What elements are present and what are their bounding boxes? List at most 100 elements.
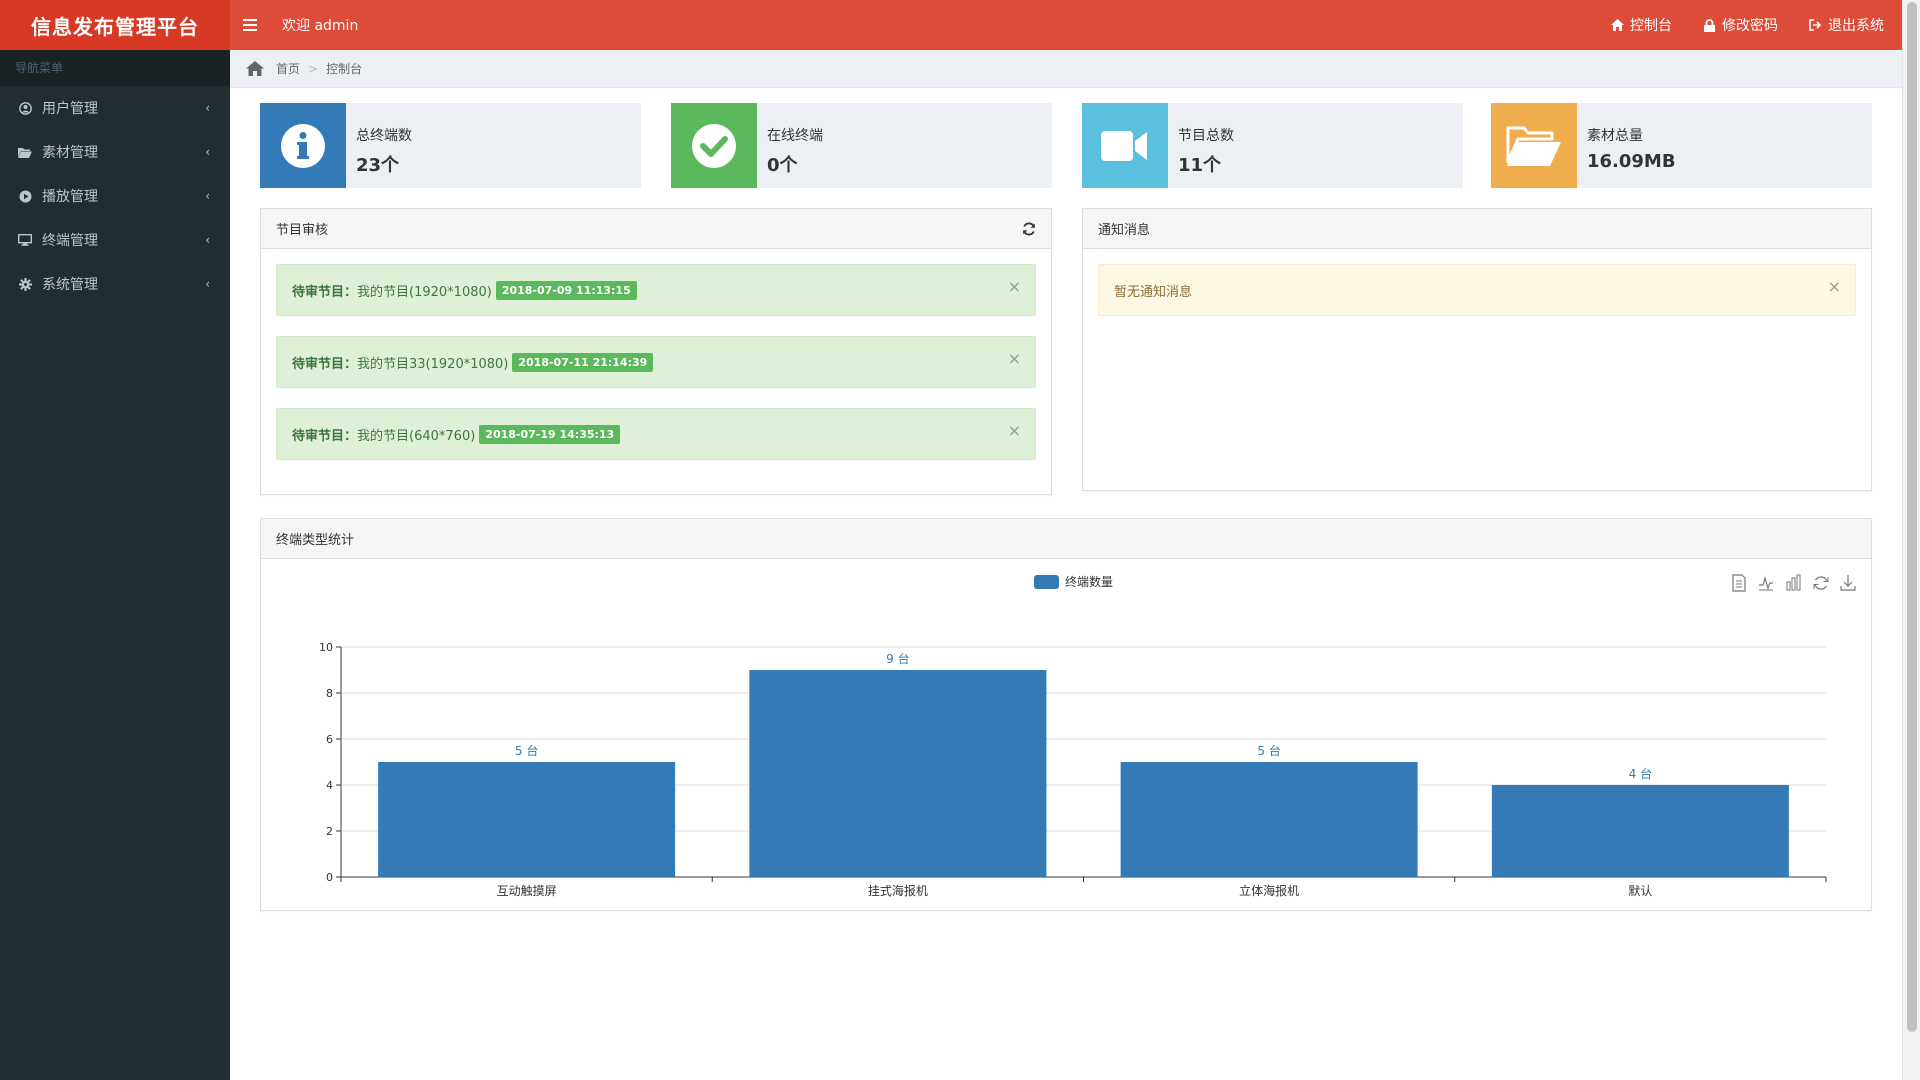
bar: [1120, 762, 1418, 877]
chevron-left-icon: ‹: [205, 277, 210, 291]
x-tick-label: 立体海报机: [1239, 883, 1299, 898]
check-circle-icon: [692, 123, 736, 168]
panel-title: 节目审核: [276, 223, 329, 238]
x-tick-label: 挂式海报机: [868, 883, 928, 898]
sidebar-item-terminal-management[interactable]: 终端管理 ‹: [0, 218, 230, 262]
breadcrumb-home-link[interactable]: 首页: [276, 62, 301, 76]
chevron-left-icon: ‹: [205, 233, 210, 247]
sidebar-toggle-button[interactable]: [230, 0, 270, 50]
hamburger-icon: [243, 19, 257, 31]
notice-empty-text: 暂无通知消息: [1114, 284, 1193, 300]
review-alert: 待审节目： 我的节目(1920*1080) 2018-07-09 11:13:1…: [276, 264, 1036, 316]
stat-icon-bg: [1082, 103, 1168, 188]
sidebar-item-user-management[interactable]: 用户管理 ‹: [0, 86, 230, 130]
sidebar: 导航菜单 用户管理 ‹ 素材管理 ‹ 播放管理 ‹ 终端管理 ‹ 系统管理 ‹: [0, 50, 230, 1080]
panel-heading: 通知消息: [1083, 209, 1871, 249]
breadcrumb: 首页 > 控制台: [230, 50, 1902, 88]
bar: [749, 670, 1047, 877]
stat-label: 在线终端: [767, 128, 823, 144]
stat-icon-bg: [671, 103, 757, 188]
notice-empty-alert: 暂无通知消息 ×: [1098, 264, 1856, 316]
bar-data-label: 4 台: [1629, 766, 1652, 781]
breadcrumb-current: 控制台: [326, 62, 363, 76]
home-icon[interactable]: [246, 60, 264, 77]
bar: [1491, 785, 1789, 877]
video-camera-icon: [1101, 130, 1147, 161]
content-body: 总终端数 23个 在线终端 0个 节目总数 11个: [230, 88, 1902, 1080]
breadcrumb-separator: >: [308, 61, 319, 76]
scrollbar-thumb[interactable]: [1907, 2, 1917, 1032]
program-review-panel: 节目审核 待审节目： 我的节目(1920*1080) 2018-07-09 11…: [260, 208, 1052, 495]
restore-icon[interactable]: [1813, 576, 1829, 590]
close-icon[interactable]: ×: [1007, 349, 1021, 368]
folder-open-icon: [1506, 126, 1561, 166]
nav-dashboard-link[interactable]: 控制台: [1610, 15, 1672, 35]
close-icon[interactable]: ×: [1007, 421, 1021, 440]
main-content: 首页 > 控制台 总终端数 23个 在线终端 0个: [230, 50, 1902, 1080]
bar: [378, 762, 676, 877]
review-program-name[interactable]: 我的节目(1920*1080): [357, 284, 492, 300]
review-alert: 待审节目： 我的节目(640*760) 2018-07-19 14:35:13 …: [276, 408, 1036, 460]
stat-label: 节目总数: [1178, 128, 1234, 144]
sidebar-item-material-management[interactable]: 素材管理 ‹: [0, 130, 230, 174]
nav-dashboard-label: 控制台: [1630, 18, 1672, 34]
close-icon[interactable]: ×: [1827, 277, 1841, 296]
nav-logout-link[interactable]: 退出系统: [1808, 15, 1884, 35]
sidebar-item-system-management[interactable]: 系统管理 ‹: [0, 262, 230, 306]
panel-heading: 终端类型统计: [261, 519, 1871, 559]
sidebar-item-play-management[interactable]: 播放管理 ‹: [0, 174, 230, 218]
top-header: 信息发布管理平台 欢迎 admin 控制台 修改密码 退出系统: [0, 0, 1920, 50]
user-circle-icon: [18, 101, 32, 115]
stat-box-online-terminals: 在线终端 0个: [671, 103, 1052, 188]
stat-value: 0个: [767, 155, 798, 176]
save-image-icon[interactable]: [1840, 575, 1856, 591]
review-program-name[interactable]: 我的节目(640*760): [357, 428, 476, 444]
stat-value: 11个: [1178, 155, 1222, 176]
stat-value: 16.09MB: [1587, 151, 1676, 172]
review-time-badge: 2018-07-11 21:14:39: [512, 352, 654, 372]
y-tick-label: 10: [319, 641, 333, 654]
nav-change-password-link[interactable]: 修改密码: [1702, 15, 1778, 35]
stat-value: 23个: [356, 155, 400, 176]
review-time-badge: 2018-07-09 11:13:15: [495, 280, 637, 300]
close-icon[interactable]: ×: [1007, 277, 1021, 296]
review-prefix: 待审节目：: [292, 284, 358, 300]
desktop-icon: [18, 233, 32, 247]
page-scrollbar[interactable]: [1902, 0, 1920, 1080]
data-view-icon[interactable]: [1732, 574, 1746, 592]
legend-swatch: [1034, 575, 1059, 589]
x-tick-label: 互动触摸屏: [497, 884, 557, 898]
chevron-left-icon: ‹: [205, 101, 210, 115]
stat-icon-bg: [260, 103, 346, 188]
stat-icon-bg: [1491, 103, 1577, 188]
sidebar-item-label: 素材管理: [42, 145, 98, 161]
sidebar-item-label: 播放管理: [42, 189, 98, 205]
chevron-left-icon: ‹: [205, 189, 210, 203]
review-alert: 待审节目： 我的节目33(1920*1080) 2018-07-11 21:14…: [276, 336, 1036, 388]
nav-right: 控制台 修改密码 退出系统: [1580, 15, 1920, 35]
welcome-text: 欢迎 admin: [282, 18, 359, 34]
review-program-name[interactable]: 我的节目33(1920*1080): [357, 356, 509, 372]
stat-label: 素材总量: [1587, 128, 1643, 144]
bar-chart-icon[interactable]: [1786, 574, 1801, 591]
legend-label: 终端数量: [1065, 574, 1113, 589]
sidebar-item-label: 用户管理: [42, 101, 98, 117]
folder-open-icon: [18, 145, 32, 159]
review-time-badge: 2018-07-19 14:35:13: [479, 424, 621, 444]
bar-data-label: 5 台: [515, 743, 538, 758]
line-chart-icon[interactable]: [1759, 575, 1773, 591]
refresh-icon[interactable]: [1022, 222, 1036, 236]
x-tick-label: 默认: [1628, 883, 1652, 898]
navbar: 欢迎 admin 控制台 修改密码 退出系统: [230, 0, 1920, 50]
stat-label: 总终端数: [356, 128, 412, 144]
app-logo[interactable]: 信息发布管理平台: [0, 0, 230, 50]
y-tick-label: 0: [326, 871, 333, 884]
review-prefix: 待审节目：: [292, 356, 358, 372]
gear-icon: [18, 277, 32, 291]
chevron-left-icon: ‹: [205, 145, 210, 159]
sidebar-header: 导航菜单: [0, 50, 230, 86]
bar-data-label: 5 台: [1257, 743, 1280, 758]
chart-container: 终端数量 0 2 4 6 8 10 5 台互动触摸屏 9 台挂式海报机 5 台立体海报机 4 台默认: [261, 559, 1871, 913]
review-prefix: 待审节目：: [292, 428, 358, 444]
